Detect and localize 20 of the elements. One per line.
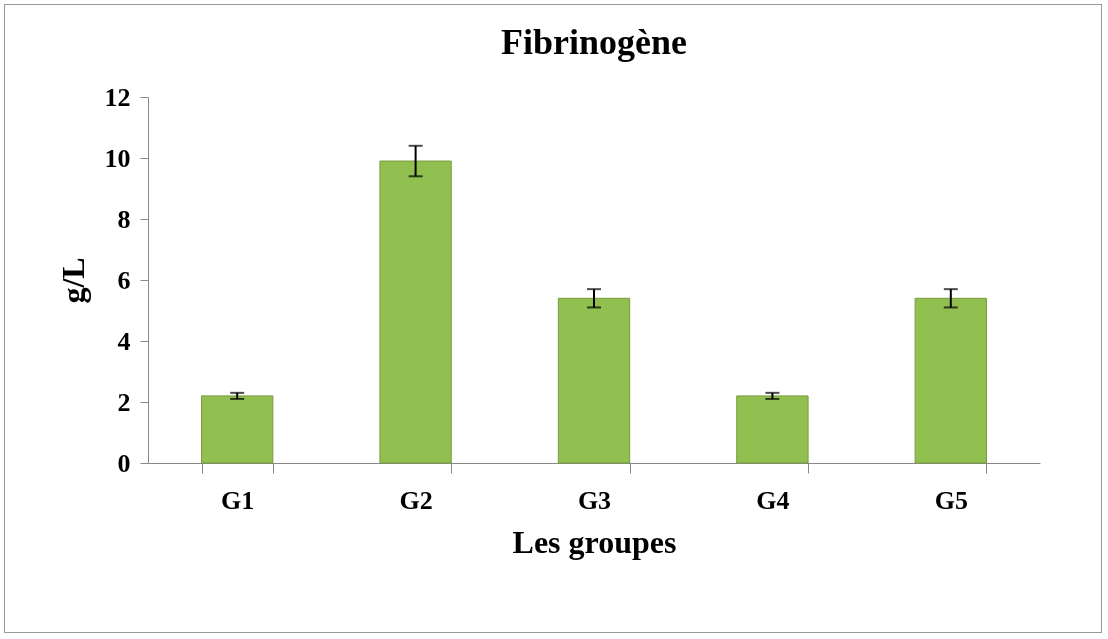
chart-title: Fibrinogène	[501, 22, 688, 62]
bar	[736, 395, 809, 464]
y-tick-label: 4	[117, 326, 131, 356]
y-tick-label: 10	[104, 143, 131, 173]
y-tick-label: 2	[117, 387, 131, 417]
x-tick-label: G1	[221, 485, 255, 515]
x-axis-title: Les groupes	[512, 523, 677, 560]
x-tick-label: G5	[934, 485, 968, 515]
y-tick-label: 6	[117, 265, 131, 295]
x-tick-label: G3	[577, 485, 612, 515]
bar	[379, 160, 452, 464]
x-tick-label: G4	[756, 485, 790, 515]
y-tick-label: 0	[117, 448, 131, 478]
bar	[201, 395, 274, 464]
bar	[557, 297, 631, 464]
y-tick-label: 12	[104, 82, 131, 112]
bar	[914, 297, 987, 464]
y-axis-title: g/L	[54, 257, 91, 304]
x-tick-label: G2	[399, 485, 433, 515]
y-tick-label: 8	[117, 204, 131, 234]
